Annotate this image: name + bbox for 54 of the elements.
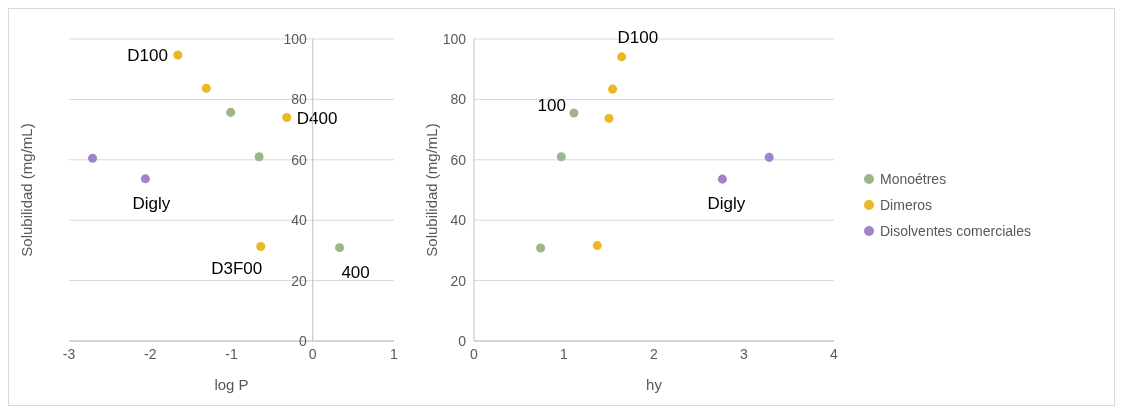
y-tick-label: 80	[450, 91, 467, 108]
legend-label: Disolventes comerciales	[880, 222, 1031, 241]
point	[569, 108, 579, 118]
point	[201, 83, 211, 93]
point	[173, 50, 183, 60]
point	[592, 241, 602, 251]
x-tick-label: -2	[144, 345, 157, 362]
y-tick-label: 0	[298, 333, 307, 349]
point	[536, 243, 546, 253]
point	[226, 107, 236, 117]
legend-label: Dimeros	[880, 196, 933, 215]
annotation: D100	[617, 27, 659, 47]
legend-label: Monoétres	[880, 170, 947, 189]
y-axis-title: Solubilidad (mg/mL)	[423, 123, 441, 257]
y-axis-title: Solubilidad (mg/mL)	[18, 123, 36, 257]
x-tick-label: 1	[560, 345, 569, 362]
x-tick-label: 2	[650, 345, 659, 362]
point	[254, 152, 264, 162]
y-tick-label: 20	[291, 272, 307, 289]
annotation: D400	[296, 108, 338, 128]
x-tick-label: 3	[740, 345, 749, 362]
annotation: Digly	[707, 194, 746, 214]
point	[764, 152, 774, 162]
annotation: D100	[127, 46, 168, 66]
point	[140, 174, 150, 184]
annotation: 400	[341, 262, 370, 282]
point	[88, 153, 98, 163]
annotation: Digly	[132, 193, 171, 213]
x-tick-label: -3	[62, 345, 76, 362]
annotation: D3F00	[211, 259, 263, 279]
x-axis-title: hy	[646, 376, 663, 393]
point	[604, 113, 614, 123]
x-tick-label: 1	[390, 345, 399, 362]
y-tick-label: 60	[450, 151, 467, 168]
y-tick-label: 20	[450, 272, 467, 289]
point	[335, 243, 345, 253]
x-tick-label: 0	[470, 345, 479, 362]
annotation: 100	[537, 95, 566, 115]
y-tick-label: 0	[458, 333, 467, 349]
y-tick-label: 80	[291, 91, 307, 108]
point	[717, 174, 727, 184]
x-tick-label: 4	[830, 345, 839, 362]
y-tick-label: 100	[283, 31, 307, 47]
y-tick-label: 60	[291, 151, 307, 168]
point	[256, 241, 266, 251]
point	[282, 113, 292, 123]
y-tick-label: 40	[450, 212, 467, 229]
y-tick-label: 100	[442, 31, 467, 47]
x-axis-title: log P	[214, 376, 249, 393]
point	[556, 152, 566, 162]
x-tick-label: -1	[225, 345, 238, 362]
y-tick-label: 40	[291, 212, 307, 229]
point	[608, 84, 618, 94]
point	[617, 52, 627, 62]
